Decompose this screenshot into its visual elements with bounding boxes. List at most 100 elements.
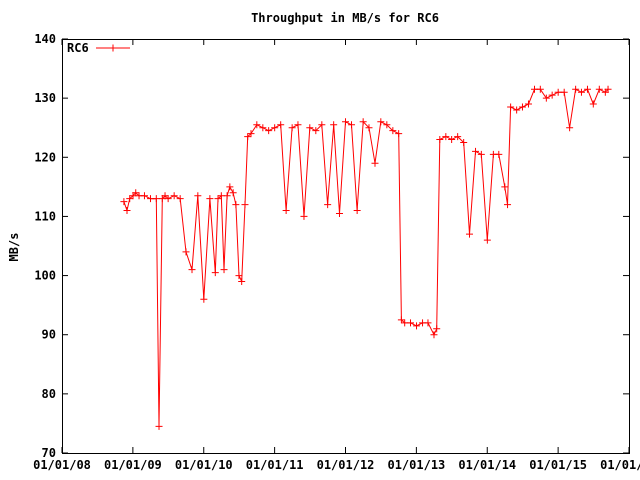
data-point xyxy=(206,195,214,203)
data-point xyxy=(595,85,603,93)
x-tick-label: 01/01/13 xyxy=(387,458,445,472)
data-point xyxy=(176,195,184,203)
data-point xyxy=(244,133,252,141)
data-point xyxy=(318,121,326,129)
data-point xyxy=(424,319,432,327)
data-point xyxy=(495,150,503,158)
data-point xyxy=(220,266,228,274)
x-tick-label: 01/01/15 xyxy=(529,458,587,472)
chart-title: Throughput in MB/s for RC6 xyxy=(251,11,439,25)
data-point xyxy=(294,121,302,129)
x-tick-label: 01/01/16 xyxy=(600,458,640,472)
data-point xyxy=(126,195,134,203)
data-point xyxy=(132,189,140,197)
data-point xyxy=(312,127,320,135)
data-point xyxy=(348,121,356,129)
data-point xyxy=(554,88,562,96)
legend-label-rc6: RC6 xyxy=(67,41,89,55)
x-tick-label: 01/01/11 xyxy=(246,458,304,472)
data-point xyxy=(232,201,240,209)
data-point xyxy=(182,248,190,256)
y-tick-label: 70 xyxy=(42,446,56,460)
plot-frame xyxy=(62,39,630,454)
y-tick-label: 140 xyxy=(34,32,56,46)
data-point xyxy=(247,130,255,138)
data-point xyxy=(188,266,196,274)
data-point xyxy=(211,269,219,277)
data-point xyxy=(277,121,285,129)
data-point xyxy=(229,189,237,197)
data-point xyxy=(448,136,456,144)
data-point xyxy=(518,103,526,111)
x-tick-label: 01/01/10 xyxy=(175,458,233,472)
data-point xyxy=(306,124,314,132)
data-point xyxy=(395,130,403,138)
data-point xyxy=(140,192,148,200)
data-point xyxy=(152,195,160,203)
data-point xyxy=(259,124,267,132)
data-point xyxy=(504,201,512,209)
data-point xyxy=(454,133,462,141)
data-point xyxy=(542,94,550,102)
data-point xyxy=(342,118,349,126)
data-point xyxy=(548,91,556,99)
data-point xyxy=(194,192,202,200)
data-point xyxy=(577,88,585,96)
data-point xyxy=(170,192,178,200)
data-point xyxy=(120,198,128,206)
y-axis-ticks: 70 80 90 100 110 120 130 140 xyxy=(34,32,629,460)
data-point xyxy=(223,192,231,200)
data-point xyxy=(383,121,391,129)
x-tick-label: 01/01/09 xyxy=(104,458,162,472)
x-tick-label: 01/01/14 xyxy=(458,458,516,472)
data-point xyxy=(472,147,480,155)
data-point xyxy=(324,201,332,209)
data-point xyxy=(377,118,385,126)
data-point xyxy=(460,139,468,146)
y-tick-label: 90 xyxy=(42,328,56,342)
data-point xyxy=(288,124,296,132)
data-point xyxy=(524,100,532,108)
data-point xyxy=(265,127,273,135)
data-point xyxy=(430,331,438,339)
data-point xyxy=(501,183,509,191)
data-point xyxy=(353,207,361,215)
data-point xyxy=(566,124,574,132)
data-point xyxy=(226,183,234,191)
y-axis-label: MB/s xyxy=(7,233,21,262)
data-point xyxy=(238,277,246,285)
data-point xyxy=(155,422,163,430)
data-point xyxy=(604,85,612,93)
legend: RC6 xyxy=(67,41,130,55)
data-point xyxy=(583,85,591,93)
data-point xyxy=(371,159,379,167)
data-point xyxy=(536,85,544,93)
data-point xyxy=(164,195,172,203)
data-point xyxy=(572,85,580,93)
y-tick-label: 110 xyxy=(34,209,56,223)
data-point xyxy=(483,236,491,244)
data-point xyxy=(235,272,243,280)
data-point xyxy=(282,207,290,215)
data-point xyxy=(214,195,222,203)
y-tick-label: 120 xyxy=(34,150,56,164)
data-point xyxy=(436,136,444,144)
y-tick-label: 80 xyxy=(42,387,56,401)
data-point xyxy=(560,88,568,96)
data-point xyxy=(589,100,597,108)
data-point xyxy=(365,124,373,132)
data-point xyxy=(241,201,249,209)
data-point xyxy=(359,118,367,126)
data-point xyxy=(442,133,450,141)
data-point xyxy=(513,106,521,114)
data-point xyxy=(253,121,261,129)
data-point xyxy=(123,207,131,215)
data-point xyxy=(433,325,441,333)
data-point xyxy=(413,322,421,330)
data-point xyxy=(330,121,338,129)
y-tick-label: 130 xyxy=(34,91,56,105)
data-point xyxy=(397,316,405,324)
data-point xyxy=(477,150,485,158)
